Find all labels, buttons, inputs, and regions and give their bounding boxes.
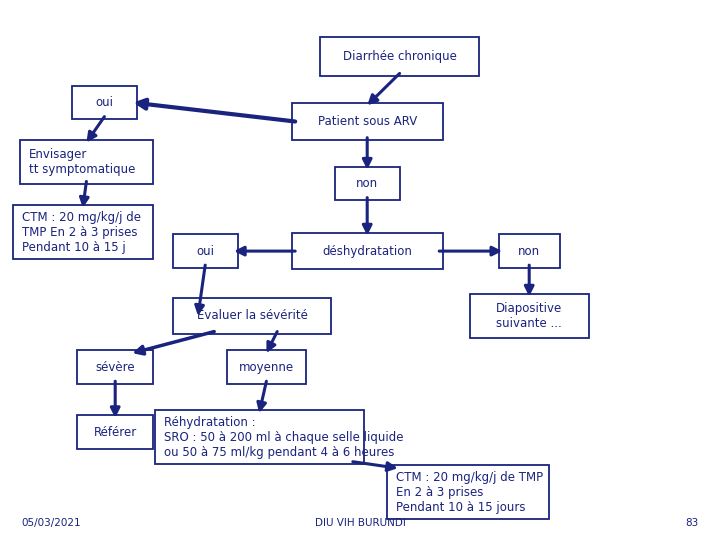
FancyBboxPatch shape [335, 167, 400, 200]
Text: Diarrhée chronique: Diarrhée chronique [343, 50, 456, 63]
Text: CTM : 20 mg/kg/j de TMP
En 2 à 3 prises
Pendant 10 à 15 jours: CTM : 20 mg/kg/j de TMP En 2 à 3 prises … [396, 471, 544, 514]
FancyBboxPatch shape [78, 350, 153, 384]
FancyBboxPatch shape [72, 86, 137, 119]
Text: 83: 83 [685, 518, 698, 528]
FancyBboxPatch shape [292, 103, 443, 140]
FancyBboxPatch shape [469, 294, 589, 338]
Text: moyenne: moyenne [239, 361, 294, 374]
Text: Patient sous ARV: Patient sous ARV [318, 115, 417, 128]
Text: oui: oui [95, 96, 114, 109]
FancyBboxPatch shape [227, 350, 306, 384]
FancyBboxPatch shape [78, 415, 153, 449]
Text: Référer: Référer [94, 426, 137, 438]
Text: non: non [518, 245, 540, 258]
Text: CTM : 20 mg/kg/j de
TMP En 2 à 3 prises
Pendant 10 à 15 j: CTM : 20 mg/kg/j de TMP En 2 à 3 prises … [22, 211, 141, 254]
FancyBboxPatch shape [13, 205, 153, 259]
FancyBboxPatch shape [173, 234, 238, 268]
FancyBboxPatch shape [320, 37, 479, 76]
Text: Évaluer la sévérité: Évaluer la sévérité [197, 309, 307, 322]
Text: Réhydratation :
SRO : 50 à 200 ml à chaque selle liquide
ou 50 à 75 ml/kg pendan: Réhydratation : SRO : 50 à 200 ml à chaq… [164, 416, 404, 459]
FancyBboxPatch shape [387, 465, 549, 519]
FancyBboxPatch shape [498, 234, 560, 268]
Text: DIU VIH BURUNDI: DIU VIH BURUNDI [315, 518, 405, 528]
Text: Envisager
tt symptomatique: Envisager tt symptomatique [29, 148, 135, 176]
Text: 05/03/2021: 05/03/2021 [22, 518, 81, 528]
FancyBboxPatch shape [292, 233, 443, 269]
FancyBboxPatch shape [20, 140, 153, 184]
Text: déshydratation: déshydratation [323, 245, 412, 258]
Text: sévère: sévère [95, 361, 135, 374]
Text: oui: oui [196, 245, 215, 258]
FancyBboxPatch shape [173, 298, 331, 334]
FancyBboxPatch shape [155, 410, 364, 464]
Text: Diapositive
suivante ...: Diapositive suivante ... [496, 302, 562, 330]
Text: non: non [356, 177, 378, 190]
